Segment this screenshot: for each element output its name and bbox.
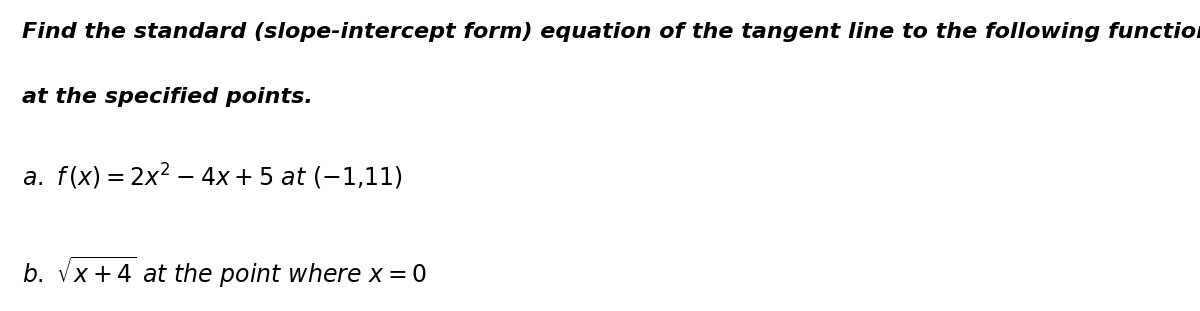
Text: Find the standard (slope-intercept form) equation of the tangent line to the fol: Find the standard (slope-intercept form)… xyxy=(22,22,1200,42)
Text: $\mathit{b.\ \sqrt{x+4}\ at\ the\ point\ where\ x = 0}$: $\mathit{b.\ \sqrt{x+4}\ at\ the\ point\… xyxy=(22,255,426,290)
Text: $\mathit{a.\ f\,(x) = 2x^2 - 4x + 5\ at\ (-1{,}11)}$: $\mathit{a.\ f\,(x) = 2x^2 - 4x + 5\ at\… xyxy=(22,162,403,192)
Text: at the specified points.: at the specified points. xyxy=(22,87,312,107)
